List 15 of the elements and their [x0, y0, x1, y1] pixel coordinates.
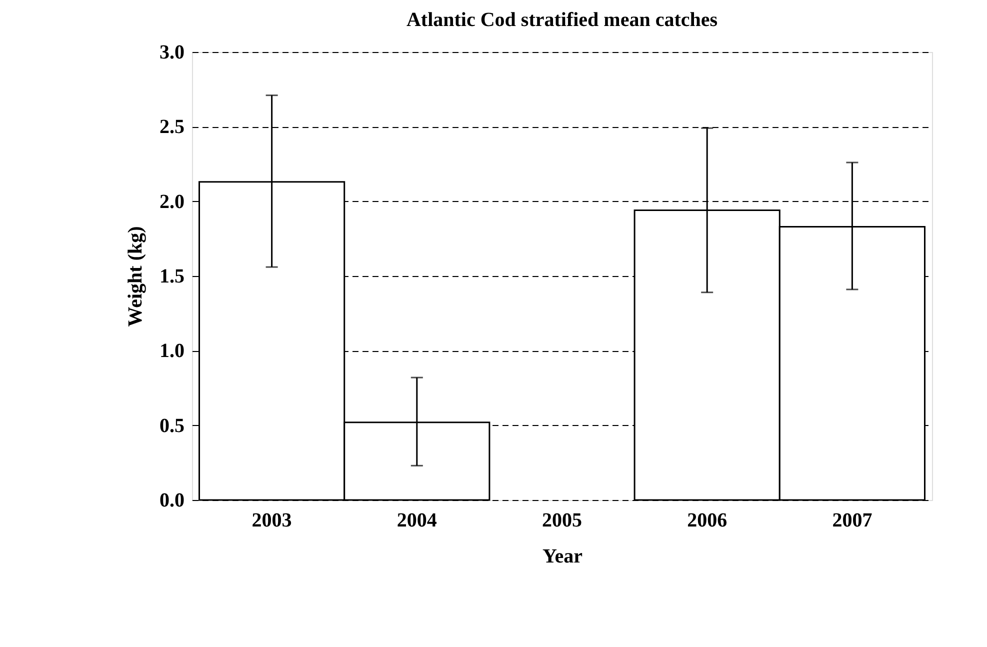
y-axis-title: Weight (kg)	[124, 226, 146, 327]
y-tick-label: 3.0	[160, 42, 184, 64]
y-tick-label: 0.5	[160, 414, 184, 437]
y-tick-label: 2.0	[160, 190, 184, 213]
x-tick-label: 2006	[687, 510, 728, 532]
x-tick-label: 2004	[396, 510, 437, 532]
chart-title: Atlantic Cod stratified mean catches	[406, 9, 718, 31]
x-tick-label: 2003	[252, 510, 292, 532]
x-axis-title: Year	[542, 546, 583, 568]
y-tick-label: 1.5	[160, 266, 184, 288]
y-tick-label: 1.0	[160, 340, 184, 362]
y-tick-label: 2.5	[160, 116, 184, 138]
x-tick-label: 2005	[542, 510, 582, 532]
y-tick-label: 0.0	[160, 490, 184, 512]
x-tick-label: 2007	[832, 510, 872, 532]
